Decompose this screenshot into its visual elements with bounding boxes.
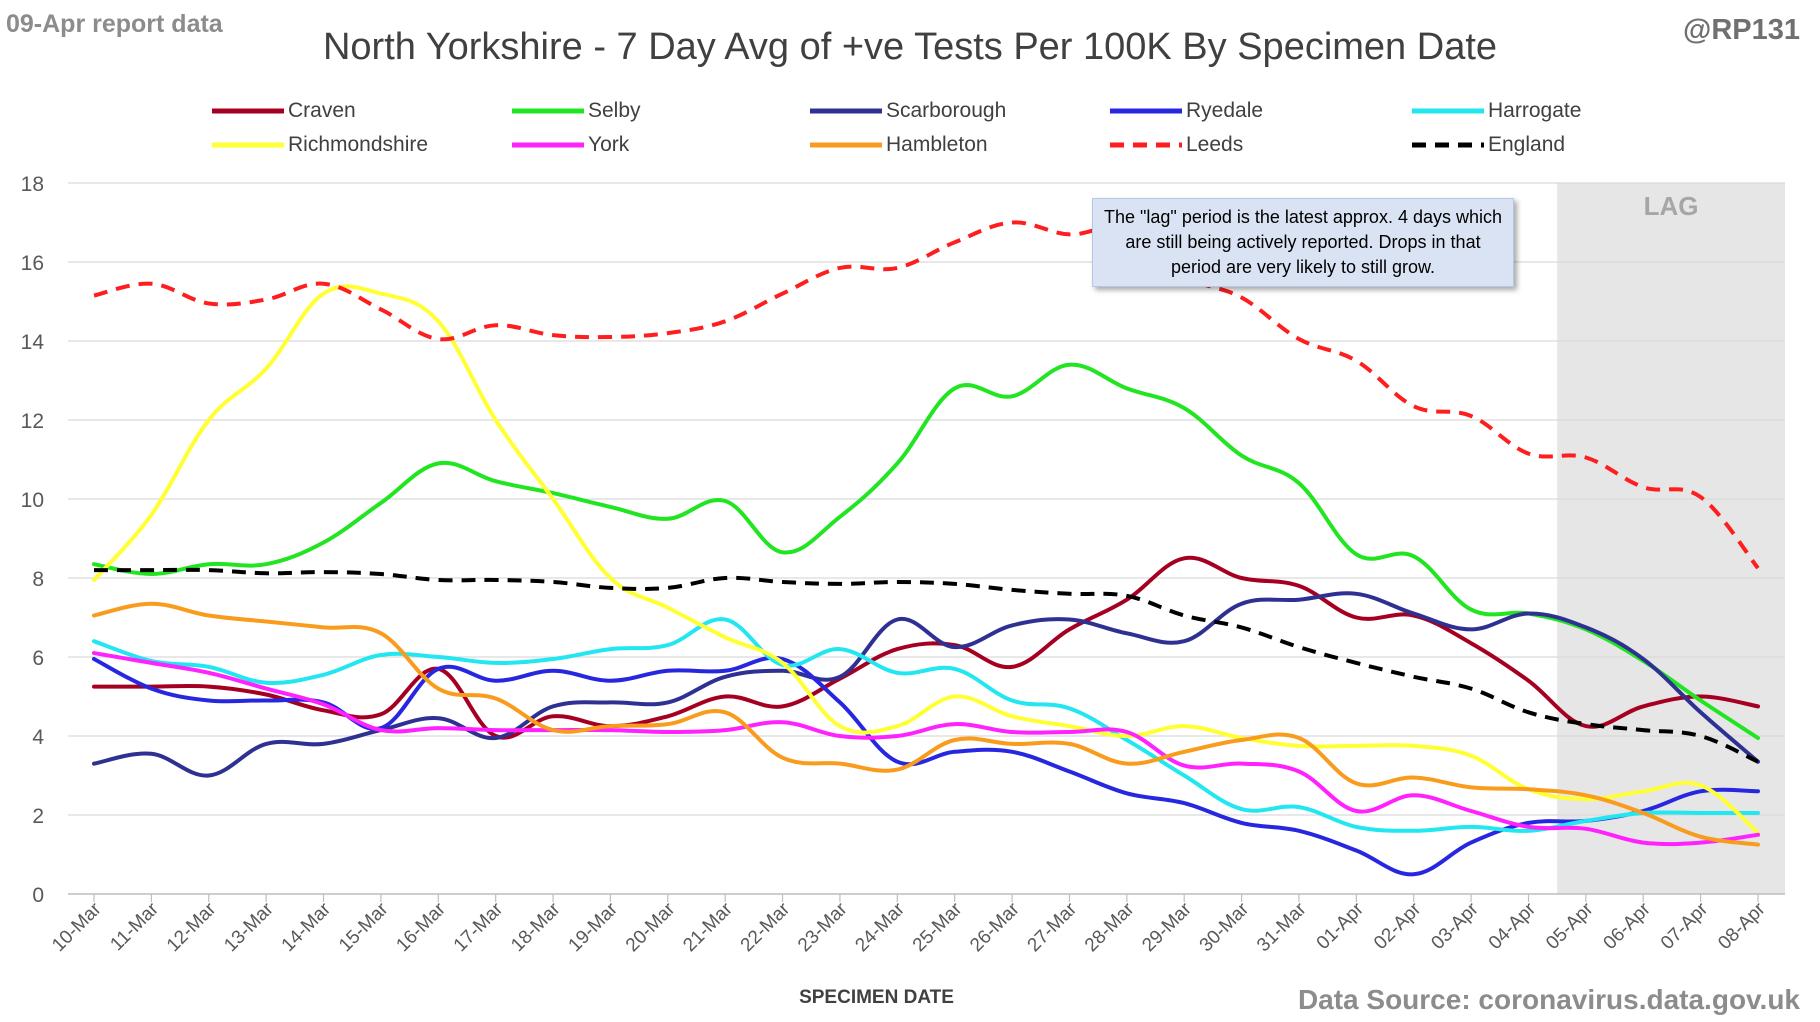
legend-swatch <box>1110 108 1182 114</box>
x-tick-label: 24-Mar <box>851 898 909 956</box>
legend-swatch <box>810 108 882 114</box>
x-tick-label: 05-Apr <box>1542 898 1598 954</box>
x-axis-title: SPECIMEN DATE <box>799 987 954 1008</box>
legend-swatch <box>1412 142 1484 148</box>
x-tick-label: 03-Apr <box>1427 898 1483 954</box>
x-tick-label: 06-Apr <box>1600 898 1656 954</box>
legend-swatch <box>212 142 284 148</box>
x-tick-label: 22-Mar <box>737 898 795 956</box>
x-tick-label: 04-Apr <box>1485 898 1541 954</box>
x-tick-label: 20-Mar <box>622 898 680 956</box>
lag-note: The "lag" period is the latest approx. 4… <box>1092 198 1514 287</box>
y-tick-label: 0 <box>32 884 44 907</box>
legend-label: Harrogate <box>1488 99 1582 122</box>
x-tick-label: 19-Mar <box>565 898 623 956</box>
data-source: Data Source: coronavirus.data.gov.uk <box>1297 984 1800 1015</box>
x-tick-label: 30-Mar <box>1196 898 1254 956</box>
lag-region <box>1557 183 1785 894</box>
series-line-york <box>92 651 1760 847</box>
legend-label: Selby <box>588 99 641 122</box>
legend-swatch <box>1412 108 1484 114</box>
series-line-england <box>94 567 1759 764</box>
lag-label: LAG <box>1644 191 1699 221</box>
legend-label: Hambleton <box>886 133 988 156</box>
y-tick-label: 8 <box>32 568 44 591</box>
series-line-selby <box>92 362 1760 740</box>
x-tick-label: 15-Mar <box>335 898 393 956</box>
legend-label: Craven <box>288 99 356 122</box>
y-tick-label: 2 <box>32 805 44 828</box>
x-tick-label: 01-Apr <box>1313 898 1369 954</box>
y-tick-label: 6 <box>32 647 44 670</box>
legend-label: Ryedale <box>1186 99 1264 122</box>
legend-swatch <box>1110 142 1182 148</box>
y-tick-label: 12 <box>21 410 44 433</box>
x-tick-label: 31-Mar <box>1253 898 1311 956</box>
series-line-craven <box>92 555 1760 740</box>
legend-swatch <box>512 108 584 114</box>
series-line-ryedale <box>92 655 1760 877</box>
series-line-richmondshire <box>92 284 1760 835</box>
legend-swatch <box>512 142 584 148</box>
x-tick-label: 12-Mar <box>163 898 221 956</box>
x-tick-label: 18-Mar <box>507 898 565 956</box>
series-line-scarborough <box>92 591 1760 778</box>
legend-label: England <box>1488 133 1566 156</box>
legend-label: Richmondshire <box>288 133 429 156</box>
author-handle: @RP131 <box>1683 14 1800 46</box>
series-line-leeds <box>93 220 1760 570</box>
x-tick-label: 08-Apr <box>1714 898 1770 954</box>
legend-label: Leeds <box>1186 133 1244 156</box>
x-tick-label: 27-Mar <box>1024 898 1082 956</box>
x-tick-label: 13-Mar <box>220 898 278 956</box>
series-line-hambleton <box>92 601 1760 847</box>
x-tick-label: 26-Mar <box>966 898 1024 956</box>
y-tick-label: 14 <box>21 331 45 354</box>
y-tick-label: 4 <box>32 726 44 749</box>
x-tick-label: 16-Mar <box>392 898 450 956</box>
report-date: 09-Apr report data <box>6 10 223 38</box>
x-tick-label: 28-Mar <box>1081 898 1139 956</box>
x-tick-label: 02-Apr <box>1370 898 1426 954</box>
legend-label: Scarborough <box>886 99 1007 122</box>
x-tick-label: 11-Mar <box>107 898 164 955</box>
series-line-harrogate <box>92 617 1760 833</box>
x-tick-label: 21-Mar <box>679 898 737 956</box>
x-tick-label: 14-Mar <box>278 898 336 956</box>
legend-label: York <box>588 133 630 156</box>
x-tick-label: 25-Mar <box>909 898 967 956</box>
y-tick-label: 10 <box>21 489 44 512</box>
x-tick-label: 10-Mar <box>48 898 106 956</box>
y-tick-label: 18 <box>21 173 44 196</box>
x-tick-label: 29-Mar <box>1138 898 1196 956</box>
chart-title: North Yorkshire - 7 Day Avg of +ve Tests… <box>322 26 1498 68</box>
x-tick-label: 07-Apr <box>1657 898 1713 954</box>
y-tick-label: 16 <box>21 252 44 275</box>
legend-swatch <box>212 108 284 114</box>
x-tick-label: 23-Mar <box>794 898 852 956</box>
x-tick-label: 17-Mar <box>450 898 508 956</box>
legend-swatch <box>810 142 882 148</box>
